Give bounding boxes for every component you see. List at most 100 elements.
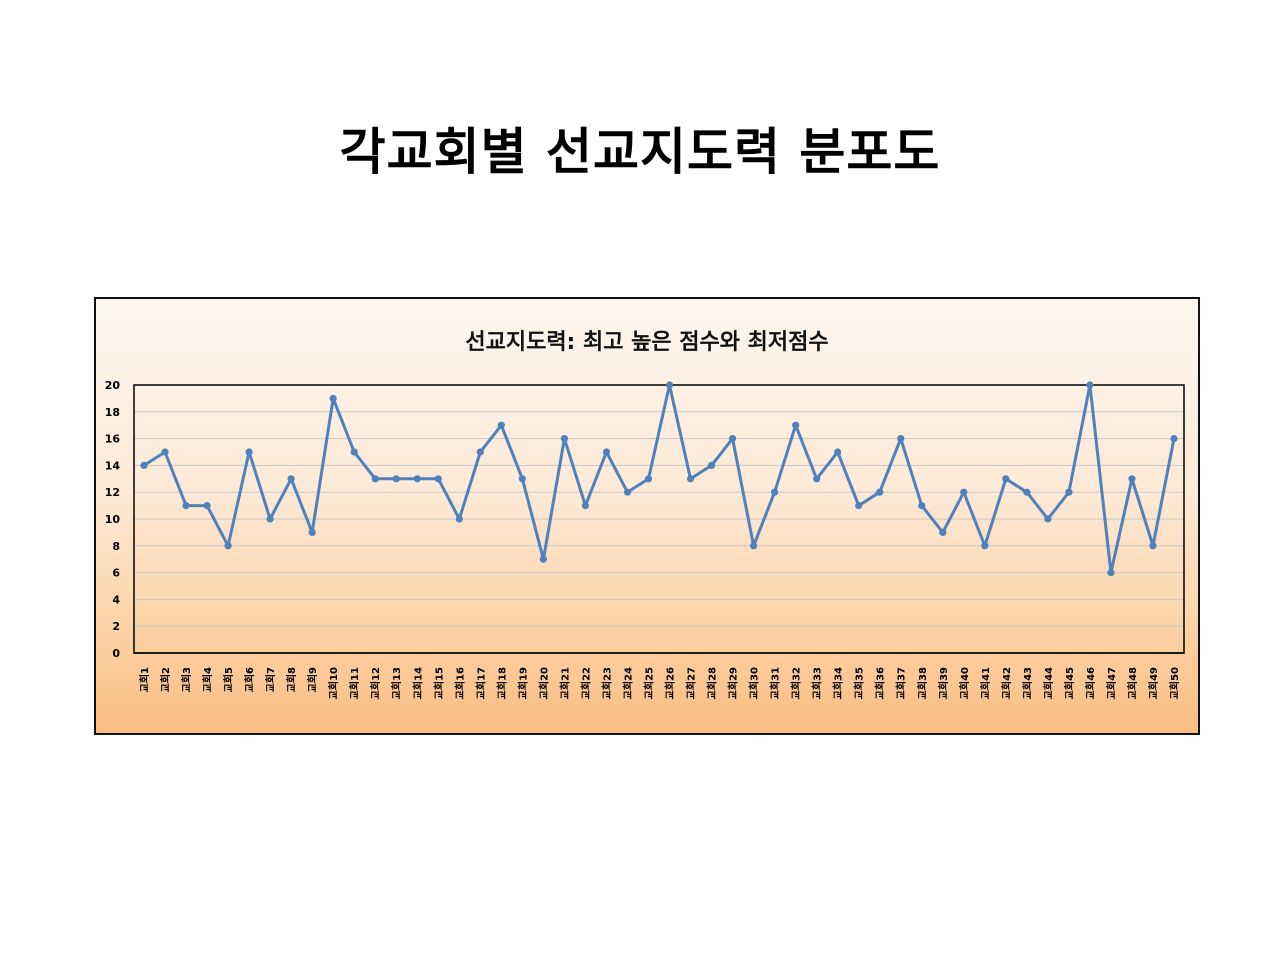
x-tick-label: 교회10 bbox=[327, 667, 340, 699]
data-point bbox=[350, 448, 358, 456]
data-point bbox=[1065, 488, 1073, 496]
data-point bbox=[434, 475, 442, 483]
y-tick-label: 14 bbox=[105, 459, 121, 472]
x-tick-label: 교회2 bbox=[159, 667, 172, 692]
x-tick-label: 교회40 bbox=[958, 667, 971, 699]
y-axis: 0 2 4 6 8 10 12 14 16 18 20 bbox=[105, 379, 121, 660]
x-tick-label: 교회47 bbox=[1105, 667, 1118, 699]
x-tick-label: 교회16 bbox=[453, 667, 466, 699]
y-tick-label: 12 bbox=[105, 486, 120, 499]
data-point bbox=[413, 475, 421, 483]
y-tick-label: 20 bbox=[105, 379, 121, 392]
x-tick-label: 교회42 bbox=[1000, 667, 1013, 699]
data-point bbox=[539, 555, 547, 563]
x-tick-label: 교회34 bbox=[832, 667, 845, 699]
data-point bbox=[686, 475, 695, 483]
x-tick-label: 교회45 bbox=[1063, 667, 1076, 699]
x-axis: 교회1 교회2 교회3 교회4 교회5 교회6 교회7 교회8 교회9 교회10 교회11 교회12 교… bbox=[138, 667, 1181, 699]
data-point bbox=[161, 448, 169, 456]
data-point bbox=[644, 475, 653, 483]
data-point bbox=[1170, 435, 1178, 443]
data-point bbox=[203, 502, 211, 510]
data-point bbox=[392, 475, 400, 483]
x-tick-label: 교회33 bbox=[811, 667, 824, 699]
data-point bbox=[602, 448, 611, 456]
y-tick-label: 8 bbox=[112, 540, 120, 553]
x-tick-label: 교회39 bbox=[937, 667, 950, 699]
x-tick-label: 교회37 bbox=[895, 667, 908, 699]
x-tick-label: 교회32 bbox=[790, 667, 803, 699]
line-chart: 선교지도력: 최고 높은 점수와 최저점수 02468101214161820 … bbox=[105, 330, 1185, 699]
x-tick-label: 교회23 bbox=[600, 667, 613, 699]
x-tick-label: 교회30 bbox=[748, 667, 761, 699]
x-tick-label: 교회20 bbox=[537, 667, 550, 699]
data-point bbox=[1023, 488, 1031, 496]
x-tick-label: 교회28 bbox=[706, 667, 719, 699]
y-tick-label: 2 bbox=[112, 620, 120, 633]
x-tick-label: 교회4 bbox=[201, 667, 214, 692]
data-point bbox=[266, 515, 274, 523]
x-tick-label: 교회18 bbox=[495, 667, 508, 699]
x-tick-label: 교회29 bbox=[727, 667, 740, 699]
slide-title: 각교회별 선교지도력 분포도 bbox=[339, 123, 941, 181]
x-tick-label: 교회44 bbox=[1042, 667, 1055, 699]
data-point bbox=[329, 394, 337, 402]
data-point bbox=[876, 488, 884, 496]
data-point bbox=[245, 448, 253, 456]
gridlines bbox=[134, 411, 1184, 654]
data-point bbox=[939, 528, 947, 536]
x-tick-label: 교회43 bbox=[1021, 667, 1034, 699]
x-tick-label: 교회46 bbox=[1084, 667, 1097, 699]
x-tick-label: 교회9 bbox=[306, 667, 319, 692]
x-tick-label: 교회7 bbox=[264, 667, 277, 692]
y-tick-label: 10 bbox=[105, 513, 121, 526]
x-tick-label: 교회17 bbox=[474, 667, 487, 699]
y-tick-label: 6 bbox=[112, 567, 120, 580]
data-point bbox=[813, 475, 821, 483]
data-point bbox=[497, 421, 505, 429]
data-point bbox=[476, 448, 484, 456]
data-point bbox=[1002, 475, 1010, 483]
x-tick-label: 교회5 bbox=[222, 667, 235, 692]
x-tick-label: 교회35 bbox=[853, 667, 866, 699]
x-tick-label: 교회11 bbox=[348, 667, 361, 699]
x-tick-label: 교회6 bbox=[243, 667, 256, 692]
y-tick-label: 4 bbox=[112, 593, 120, 606]
chart-area: 선교지도력: 최고 높은 점수와 최저점수 0 2 4 6 8 10 12 14 16 18 20 … bbox=[94, 297, 1200, 735]
data-point bbox=[960, 488, 968, 496]
data-series bbox=[140, 381, 1178, 577]
x-tick-label: 교회49 bbox=[1147, 667, 1160, 699]
x-tick-label: 교회50 bbox=[1168, 667, 1181, 699]
data-point bbox=[581, 502, 590, 510]
x-tick-label: 교회21 bbox=[558, 667, 571, 699]
x-tick-label: 교회12 bbox=[369, 667, 382, 699]
x-tick-label: 교회27 bbox=[685, 667, 698, 699]
data-point bbox=[771, 488, 779, 496]
data-point bbox=[518, 475, 526, 483]
x-tick-label: 교회24 bbox=[621, 667, 634, 699]
x-tick-label: 교회1 bbox=[138, 667, 151, 692]
data-point bbox=[897, 435, 905, 443]
y-tick-label: 0 bbox=[112, 647, 120, 660]
data-point bbox=[308, 528, 316, 536]
data-point bbox=[140, 461, 148, 469]
data-point bbox=[182, 502, 190, 510]
data-point bbox=[834, 448, 842, 456]
data-point bbox=[1044, 515, 1052, 523]
data-point bbox=[665, 381, 674, 389]
x-tick-label: 교회19 bbox=[516, 667, 529, 699]
data-point bbox=[560, 435, 569, 443]
x-tick-label: 교회41 bbox=[979, 667, 992, 699]
x-tick-label: 교회25 bbox=[642, 667, 655, 699]
data-point bbox=[1149, 542, 1157, 550]
x-tick-label: 교회3 bbox=[180, 667, 193, 692]
data-point bbox=[918, 502, 926, 510]
data-point bbox=[728, 435, 737, 443]
plot-area bbox=[133, 384, 1185, 654]
chart-title: 선교지도력: 최고 높은 점수와 최저점수 bbox=[465, 330, 828, 355]
data-point bbox=[371, 475, 379, 483]
data-point bbox=[1107, 569, 1115, 577]
x-tick-label: 교회38 bbox=[916, 667, 929, 699]
data-point bbox=[224, 542, 232, 550]
data-point bbox=[707, 461, 716, 469]
